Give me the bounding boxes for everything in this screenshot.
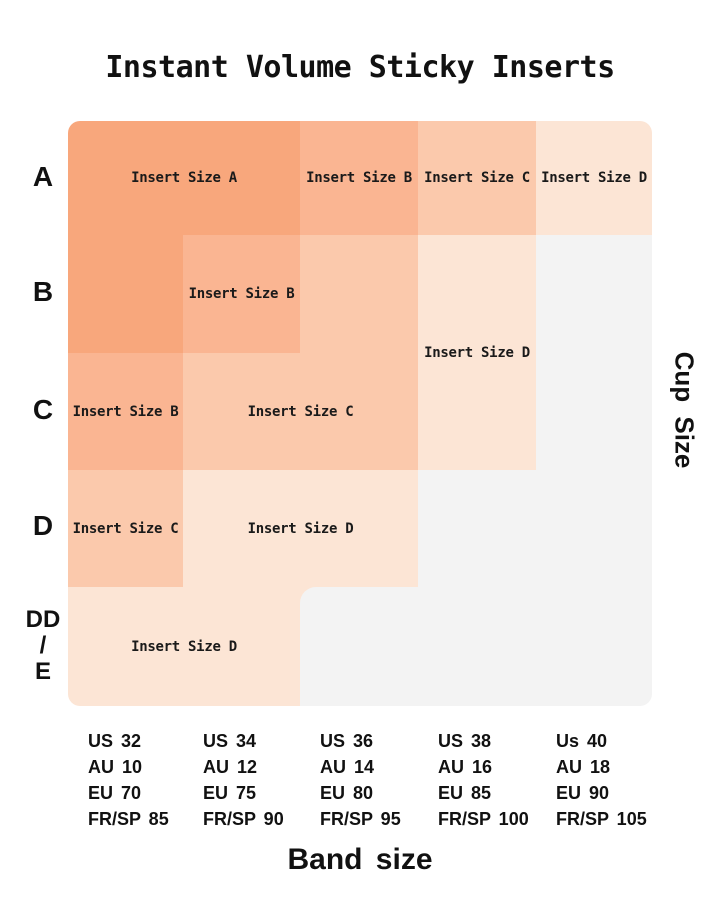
block-label: Insert Size C: [72, 520, 179, 537]
block-label: Insert Size B: [306, 170, 412, 186]
band-line: FR/SP 90: [203, 809, 284, 829]
block-label: Insert Size C: [424, 170, 530, 186]
block-label: Insert Size D: [247, 520, 354, 537]
block-insert-c-row-d: Insert Size C: [68, 470, 183, 587]
band-line: US 32: [88, 731, 142, 751]
block-insert-b-row-a: Insert Size B: [300, 121, 418, 235]
band-size-axis-label: Band size: [287, 843, 433, 876]
block-insert-d-row-a: Insert Size D: [536, 121, 652, 235]
band-line: EU 90: [556, 783, 610, 803]
block-insert-d-col4: Insert Size D: [418, 235, 536, 470]
band-line: AU 14: [320, 757, 375, 777]
band-line: US 34: [203, 731, 257, 751]
block-no-size-col4: [418, 470, 536, 706]
band-line: AU 12: [203, 757, 258, 777]
band-line: FR/SP 100: [438, 809, 529, 829]
band-line: EU 70: [88, 783, 142, 803]
cup-label-a: A: [32, 161, 54, 192]
block-label: Insert Size D: [424, 344, 530, 361]
cup-size-axis-label: Cup Size: [669, 351, 700, 469]
band-line: EU 75: [203, 783, 257, 803]
block-insert-d-row-e: Insert Size D: [68, 587, 300, 706]
band-line: FR/SP 105: [556, 809, 647, 829]
cup-label-d: D: [32, 510, 54, 541]
band-col-us32: US 32 AU 10 EU 70 FR/SP 85: [88, 728, 169, 832]
block-insert-b-row-c: Insert Size B: [68, 353, 183, 470]
cup-label-b: B: [32, 276, 54, 307]
band-line: AU 16: [438, 757, 493, 777]
band-line: Us 40: [556, 731, 608, 751]
block-insert-c-row-b: [300, 235, 418, 353]
band-line: FR/SP 95: [320, 809, 401, 829]
band-line: US 38: [438, 731, 492, 751]
band-line: US 36: [320, 731, 374, 751]
band-col-us40: Us 40 AU 18 EU 90 FR/SP 105: [556, 728, 647, 832]
page-title: Instant Volume Sticky Inserts: [105, 50, 615, 85]
block-label: Insert Size A: [131, 170, 237, 186]
block-insert-a-main: Insert Size A: [68, 121, 300, 235]
block-insert-b-row-b: Insert Size B: [183, 235, 300, 353]
block-label: Insert Size D: [131, 638, 237, 655]
band-line: AU 18: [556, 757, 611, 777]
band-line: EU 80: [320, 783, 374, 803]
size-chart-grid: Insert Size A Insert Size B Insert Size …: [68, 121, 652, 706]
block-no-size-row-e: [300, 587, 418, 706]
band-col-us36: US 36 AU 14 EU 80 FR/SP 95: [320, 728, 401, 832]
block-label: Insert Size B: [188, 286, 295, 302]
cup-label-c: C: [32, 394, 54, 425]
band-col-us34: US 34 AU 12 EU 75 FR/SP 90: [203, 728, 284, 832]
block-label: Insert Size D: [541, 170, 647, 186]
block-label: Insert Size B: [72, 403, 179, 420]
band-col-us38: US 38 AU 16 EU 85 FR/SP 100: [438, 728, 529, 832]
block-insert-d-row-d: Insert Size D: [183, 470, 418, 587]
cup-label-dd-e: DD / E: [25, 606, 61, 685]
block-insert-c-row-c: Insert Size C: [183, 353, 418, 470]
band-line: FR/SP 85: [88, 809, 169, 829]
block-insert-c-row-a: Insert Size C: [418, 121, 536, 235]
band-line: EU 85: [438, 783, 492, 803]
block-no-size-col5: [536, 235, 652, 706]
block-label: Insert Size C: [247, 403, 354, 420]
band-line: AU 10: [88, 757, 143, 777]
block-insert-a-tail: [68, 235, 183, 353]
